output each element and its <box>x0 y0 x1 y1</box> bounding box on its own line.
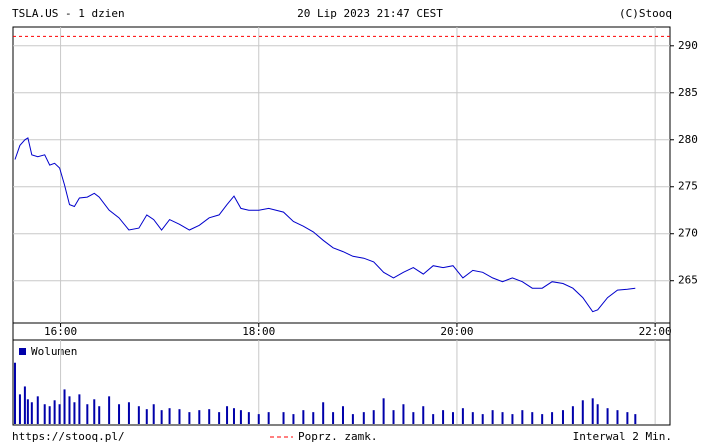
volume-bar <box>591 398 594 424</box>
volume-bar <box>382 398 385 424</box>
y-tick-label: 265 <box>678 274 698 287</box>
volume-bar <box>521 410 524 424</box>
volume-bar <box>160 410 163 424</box>
y-tick-label: 290 <box>678 39 698 52</box>
volume-bar <box>188 412 191 424</box>
volume-bar <box>53 400 56 424</box>
volume-bar <box>68 396 71 424</box>
volume-bar <box>239 410 242 424</box>
source: (C)Stooq <box>619 7 672 20</box>
price-line <box>14 137 636 313</box>
volume-bar <box>247 412 250 424</box>
volume-bar <box>108 396 111 424</box>
volume-bar <box>442 410 445 424</box>
chart-title: TSLA.US - 1 dzien <box>12 7 125 20</box>
volume-bar <box>402 404 405 424</box>
volume-bar <box>282 412 285 424</box>
volume-bar <box>322 402 325 424</box>
volume-bar <box>168 408 171 424</box>
volume-bar <box>232 408 235 424</box>
x-tick-label: 20:00 <box>440 325 473 338</box>
volume-bar <box>30 402 33 424</box>
y-tick-label: 280 <box>678 133 698 146</box>
volume-bar <box>267 412 270 424</box>
volume-bar <box>36 396 39 424</box>
volume-bar <box>412 412 415 424</box>
volume-legend: Wolumen <box>31 345 77 358</box>
volume-bar <box>392 410 395 424</box>
volume-bar <box>596 404 599 424</box>
volume-bar <box>23 386 26 424</box>
volume-bar <box>422 406 425 424</box>
x-tick-label: 22:00 <box>639 325 672 338</box>
volume-bar <box>118 404 121 424</box>
volume-bar <box>432 414 435 424</box>
y-tick-label: 285 <box>678 86 698 99</box>
volume-bar <box>18 394 21 424</box>
url: https://stooq.pl/ <box>12 430 125 443</box>
volume-bar <box>208 409 211 424</box>
volume-bar <box>198 410 201 424</box>
volume-bar <box>501 412 504 424</box>
volume-bar <box>152 404 155 424</box>
volume-bar <box>98 406 101 424</box>
volume-bar <box>312 412 315 424</box>
volume-bar <box>341 406 344 424</box>
volume-bar <box>511 414 514 424</box>
volume-bar <box>302 410 305 424</box>
volume-bar <box>178 409 181 424</box>
volume-bar <box>257 414 260 424</box>
volume-bar <box>561 410 564 424</box>
volume-bar <box>616 410 619 424</box>
volume-bar <box>43 404 46 424</box>
volume-bar <box>218 412 221 424</box>
volume-bar <box>13 362 16 424</box>
volume-bar <box>531 412 534 424</box>
volume-bar <box>481 414 484 424</box>
interval: Interwal 2 Min. <box>573 430 672 443</box>
volume-bar <box>73 402 76 424</box>
prev-close-label: Poprz. zamk. <box>298 430 377 443</box>
volume-bar <box>86 404 89 424</box>
volume-bar <box>626 412 629 424</box>
volume-bar <box>93 399 96 424</box>
volume-bar <box>362 412 365 424</box>
volume-bar <box>48 406 51 424</box>
volume-bar <box>137 406 140 424</box>
volume-bar <box>78 394 81 424</box>
chart-subtitle: 20 Lip 2023 21:47 CEST <box>297 7 443 20</box>
frame <box>12 26 671 426</box>
volume-bar <box>451 412 454 424</box>
volume-bar <box>551 412 554 424</box>
volume-bar <box>226 406 229 424</box>
x-tick-label: 16:00 <box>44 325 77 338</box>
volume-bar <box>26 399 29 424</box>
volume-bar <box>372 410 375 424</box>
volume-bar <box>541 414 544 424</box>
volume-bar <box>471 412 474 424</box>
volume-bar <box>58 404 61 424</box>
volume-bar <box>63 389 66 424</box>
volume-bar <box>351 414 354 424</box>
volume-bar <box>606 408 609 424</box>
volume-bar <box>332 412 335 424</box>
volume-bar <box>571 406 574 424</box>
volume-legend-swatch <box>19 348 26 355</box>
volume-bar <box>292 414 295 424</box>
y-tick-label: 270 <box>678 227 698 240</box>
y-tick-label: 275 <box>678 180 698 193</box>
volume-bar <box>145 409 148 424</box>
volume-bar <box>581 400 584 424</box>
volume-bar <box>461 408 464 424</box>
volume-bar <box>127 402 130 424</box>
volume-bar <box>491 410 494 424</box>
x-tick-label: 18:00 <box>242 325 275 338</box>
volume-bar <box>634 414 637 424</box>
